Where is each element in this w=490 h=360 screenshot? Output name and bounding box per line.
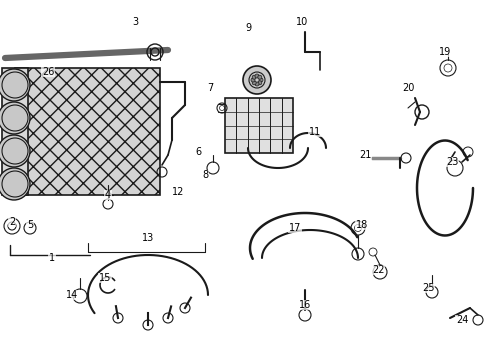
Text: 18: 18 bbox=[356, 220, 368, 230]
Text: 3: 3 bbox=[132, 17, 138, 27]
Circle shape bbox=[259, 78, 263, 82]
Circle shape bbox=[0, 69, 30, 101]
Polygon shape bbox=[15, 68, 160, 195]
Text: 2: 2 bbox=[9, 217, 15, 227]
Text: 25: 25 bbox=[422, 283, 434, 293]
Text: 21: 21 bbox=[359, 150, 371, 160]
Circle shape bbox=[243, 66, 271, 94]
Text: 6: 6 bbox=[195, 147, 201, 157]
Circle shape bbox=[0, 168, 30, 200]
Circle shape bbox=[258, 81, 262, 85]
Text: 8: 8 bbox=[202, 170, 208, 180]
Text: 1: 1 bbox=[49, 253, 55, 263]
Text: 19: 19 bbox=[439, 47, 451, 57]
Text: 17: 17 bbox=[289, 223, 301, 233]
Text: 10: 10 bbox=[296, 17, 308, 27]
Text: 11: 11 bbox=[309, 127, 321, 137]
Text: 20: 20 bbox=[402, 83, 414, 93]
Circle shape bbox=[255, 82, 259, 86]
Circle shape bbox=[252, 75, 256, 79]
Circle shape bbox=[255, 74, 259, 78]
Text: 23: 23 bbox=[446, 157, 458, 167]
Circle shape bbox=[0, 102, 30, 134]
Circle shape bbox=[258, 75, 262, 79]
Text: 16: 16 bbox=[299, 300, 311, 310]
Text: 26: 26 bbox=[42, 67, 54, 77]
Polygon shape bbox=[225, 98, 293, 153]
Text: 4: 4 bbox=[105, 190, 111, 200]
Circle shape bbox=[0, 135, 30, 167]
Text: 13: 13 bbox=[142, 233, 154, 243]
Text: 7: 7 bbox=[207, 83, 213, 93]
Text: 22: 22 bbox=[372, 265, 384, 275]
Text: 24: 24 bbox=[456, 315, 468, 325]
Text: 12: 12 bbox=[172, 187, 184, 197]
Polygon shape bbox=[2, 68, 28, 195]
Circle shape bbox=[251, 78, 255, 82]
Circle shape bbox=[252, 81, 256, 85]
Text: 14: 14 bbox=[66, 290, 78, 300]
Text: 15: 15 bbox=[99, 273, 111, 283]
Text: 5: 5 bbox=[27, 220, 33, 230]
Text: 9: 9 bbox=[245, 23, 251, 33]
